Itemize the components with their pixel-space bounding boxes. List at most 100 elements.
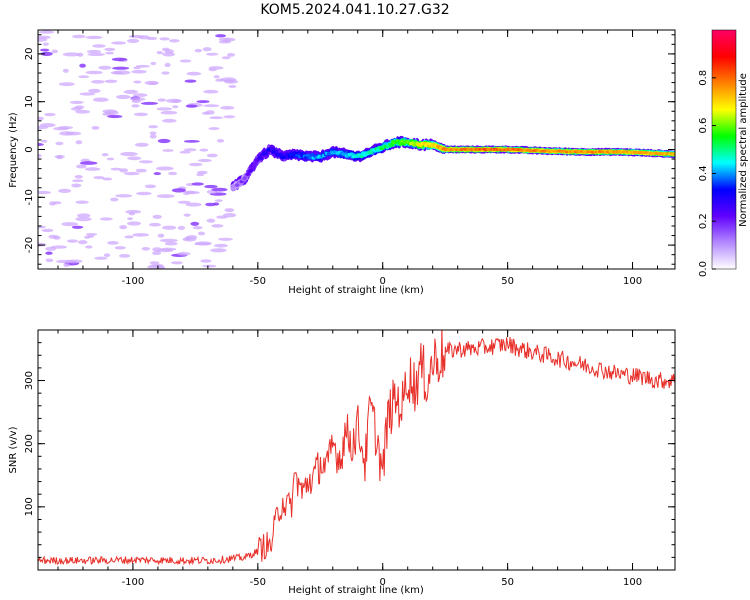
- noise-blob: [148, 82, 158, 85]
- snr-series-line: [38, 330, 675, 566]
- noise-blob: [162, 52, 176, 57]
- noise-blob: [221, 56, 231, 60]
- noise-blob: [79, 161, 98, 165]
- noise-blob: [202, 47, 212, 52]
- noise-blob: [127, 221, 141, 226]
- noise-blob: [48, 234, 58, 239]
- noise-blob: [172, 105, 179, 109]
- noise-blob: [197, 158, 212, 163]
- signal-cell: [278, 152, 283, 156]
- noise-blob: [171, 261, 183, 265]
- signal-cell: [349, 152, 354, 156]
- noise-blob: [153, 172, 161, 176]
- y-tick-label: -20: [24, 237, 35, 253]
- noise-blob: [140, 101, 159, 105]
- spectrogram-x-ticks: -100 -50 0 50 100: [57, 30, 659, 287]
- y-tick-label: 10: [24, 95, 35, 108]
- noise-blob: [133, 66, 141, 70]
- noise-blob: [91, 80, 105, 84]
- noise-blob: [75, 217, 92, 222]
- noise-blob: [155, 166, 174, 171]
- snr-axes-frame: [37, 329, 676, 571]
- noise-blob: [149, 134, 157, 139]
- noise-blob: [86, 49, 102, 54]
- x-tick-label: 0: [380, 276, 386, 287]
- noise-blob: [190, 221, 200, 226]
- noise-blob: [44, 112, 56, 117]
- noise-blob: [183, 148, 197, 152]
- x-tick-label: 50: [501, 276, 514, 287]
- noise-blob: [55, 141, 64, 146]
- noise-blob: [204, 184, 218, 189]
- noise-blob: [112, 66, 130, 70]
- noise-blob: [206, 153, 218, 158]
- noise-blob: [134, 112, 148, 117]
- signal-cell: [242, 176, 247, 180]
- noise-blob: [160, 110, 178, 115]
- noise-blob: [157, 138, 171, 144]
- noise-blob: [107, 241, 119, 245]
- noise-blob: [119, 168, 129, 173]
- x-tick-label: -50: [250, 577, 266, 588]
- noise-blob: [79, 63, 86, 68]
- noise-blob: [85, 233, 98, 236]
- noise-blob: [133, 93, 148, 97]
- signal-cell: [672, 153, 675, 156]
- noise-blob: [156, 194, 175, 199]
- noise-blob: [194, 48, 202, 53]
- noise-blob: [52, 201, 62, 205]
- noise-blob: [211, 187, 228, 192]
- snr-x-ticks: -100 -50 0 50 100: [57, 330, 659, 588]
- noise-blob: [185, 104, 198, 108]
- noise-blob: [179, 150, 191, 154]
- noise-blob: [228, 85, 237, 88]
- noise-blob: [38, 153, 42, 158]
- noise-blob: [77, 213, 91, 218]
- noise-blob: [177, 200, 191, 204]
- noise-blob: [110, 197, 119, 202]
- noise-blob: [136, 191, 152, 196]
- noise-blob: [62, 68, 69, 73]
- noise-blob: [67, 239, 78, 243]
- noise-blob: [87, 52, 105, 57]
- noise-blob: [41, 139, 48, 143]
- noise-blob: [196, 100, 210, 104]
- noise-blob: [79, 92, 96, 96]
- signal-cell: [305, 153, 310, 157]
- noise-blob: [161, 71, 170, 75]
- noise-blob: [184, 79, 197, 83]
- noise-blob: [156, 266, 166, 269]
- x-tick-label: -100: [122, 577, 145, 588]
- noise-blob: [76, 52, 84, 57]
- noise-blob: [164, 62, 171, 68]
- noise-blob: [71, 225, 84, 229]
- noise-blob: [123, 89, 138, 94]
- noise-blob: [184, 236, 191, 241]
- noise-blob: [45, 251, 53, 255]
- noise-blob: [213, 202, 220, 206]
- noise-blob: [208, 68, 217, 72]
- noise-blob: [98, 65, 112, 70]
- signal-cell: [230, 187, 235, 191]
- x-tick-label: -100: [122, 276, 145, 287]
- noise-blob: [165, 98, 182, 103]
- colorbar-gradient: [711, 29, 737, 270]
- noise-blob: [162, 149, 174, 152]
- noise-blob: [205, 110, 215, 115]
- noise-blob: [114, 246, 126, 250]
- noise-blob: [72, 34, 86, 39]
- noise-blob: [200, 259, 212, 263]
- noise-blob: [191, 182, 204, 186]
- noise-blob: [127, 156, 142, 161]
- noise-blob: [168, 171, 178, 176]
- spectrogram-signal-layer: [230, 135, 675, 192]
- noise-blob: [215, 78, 226, 82]
- colorbar-tick-label: 0.0: [698, 261, 709, 277]
- noise-blob: [132, 233, 150, 237]
- noise-blob: [133, 80, 142, 84]
- noise-blob: [102, 177, 113, 181]
- noise-blob: [58, 82, 75, 87]
- noise-blob: [223, 115, 236, 119]
- noise-blob: [139, 160, 153, 164]
